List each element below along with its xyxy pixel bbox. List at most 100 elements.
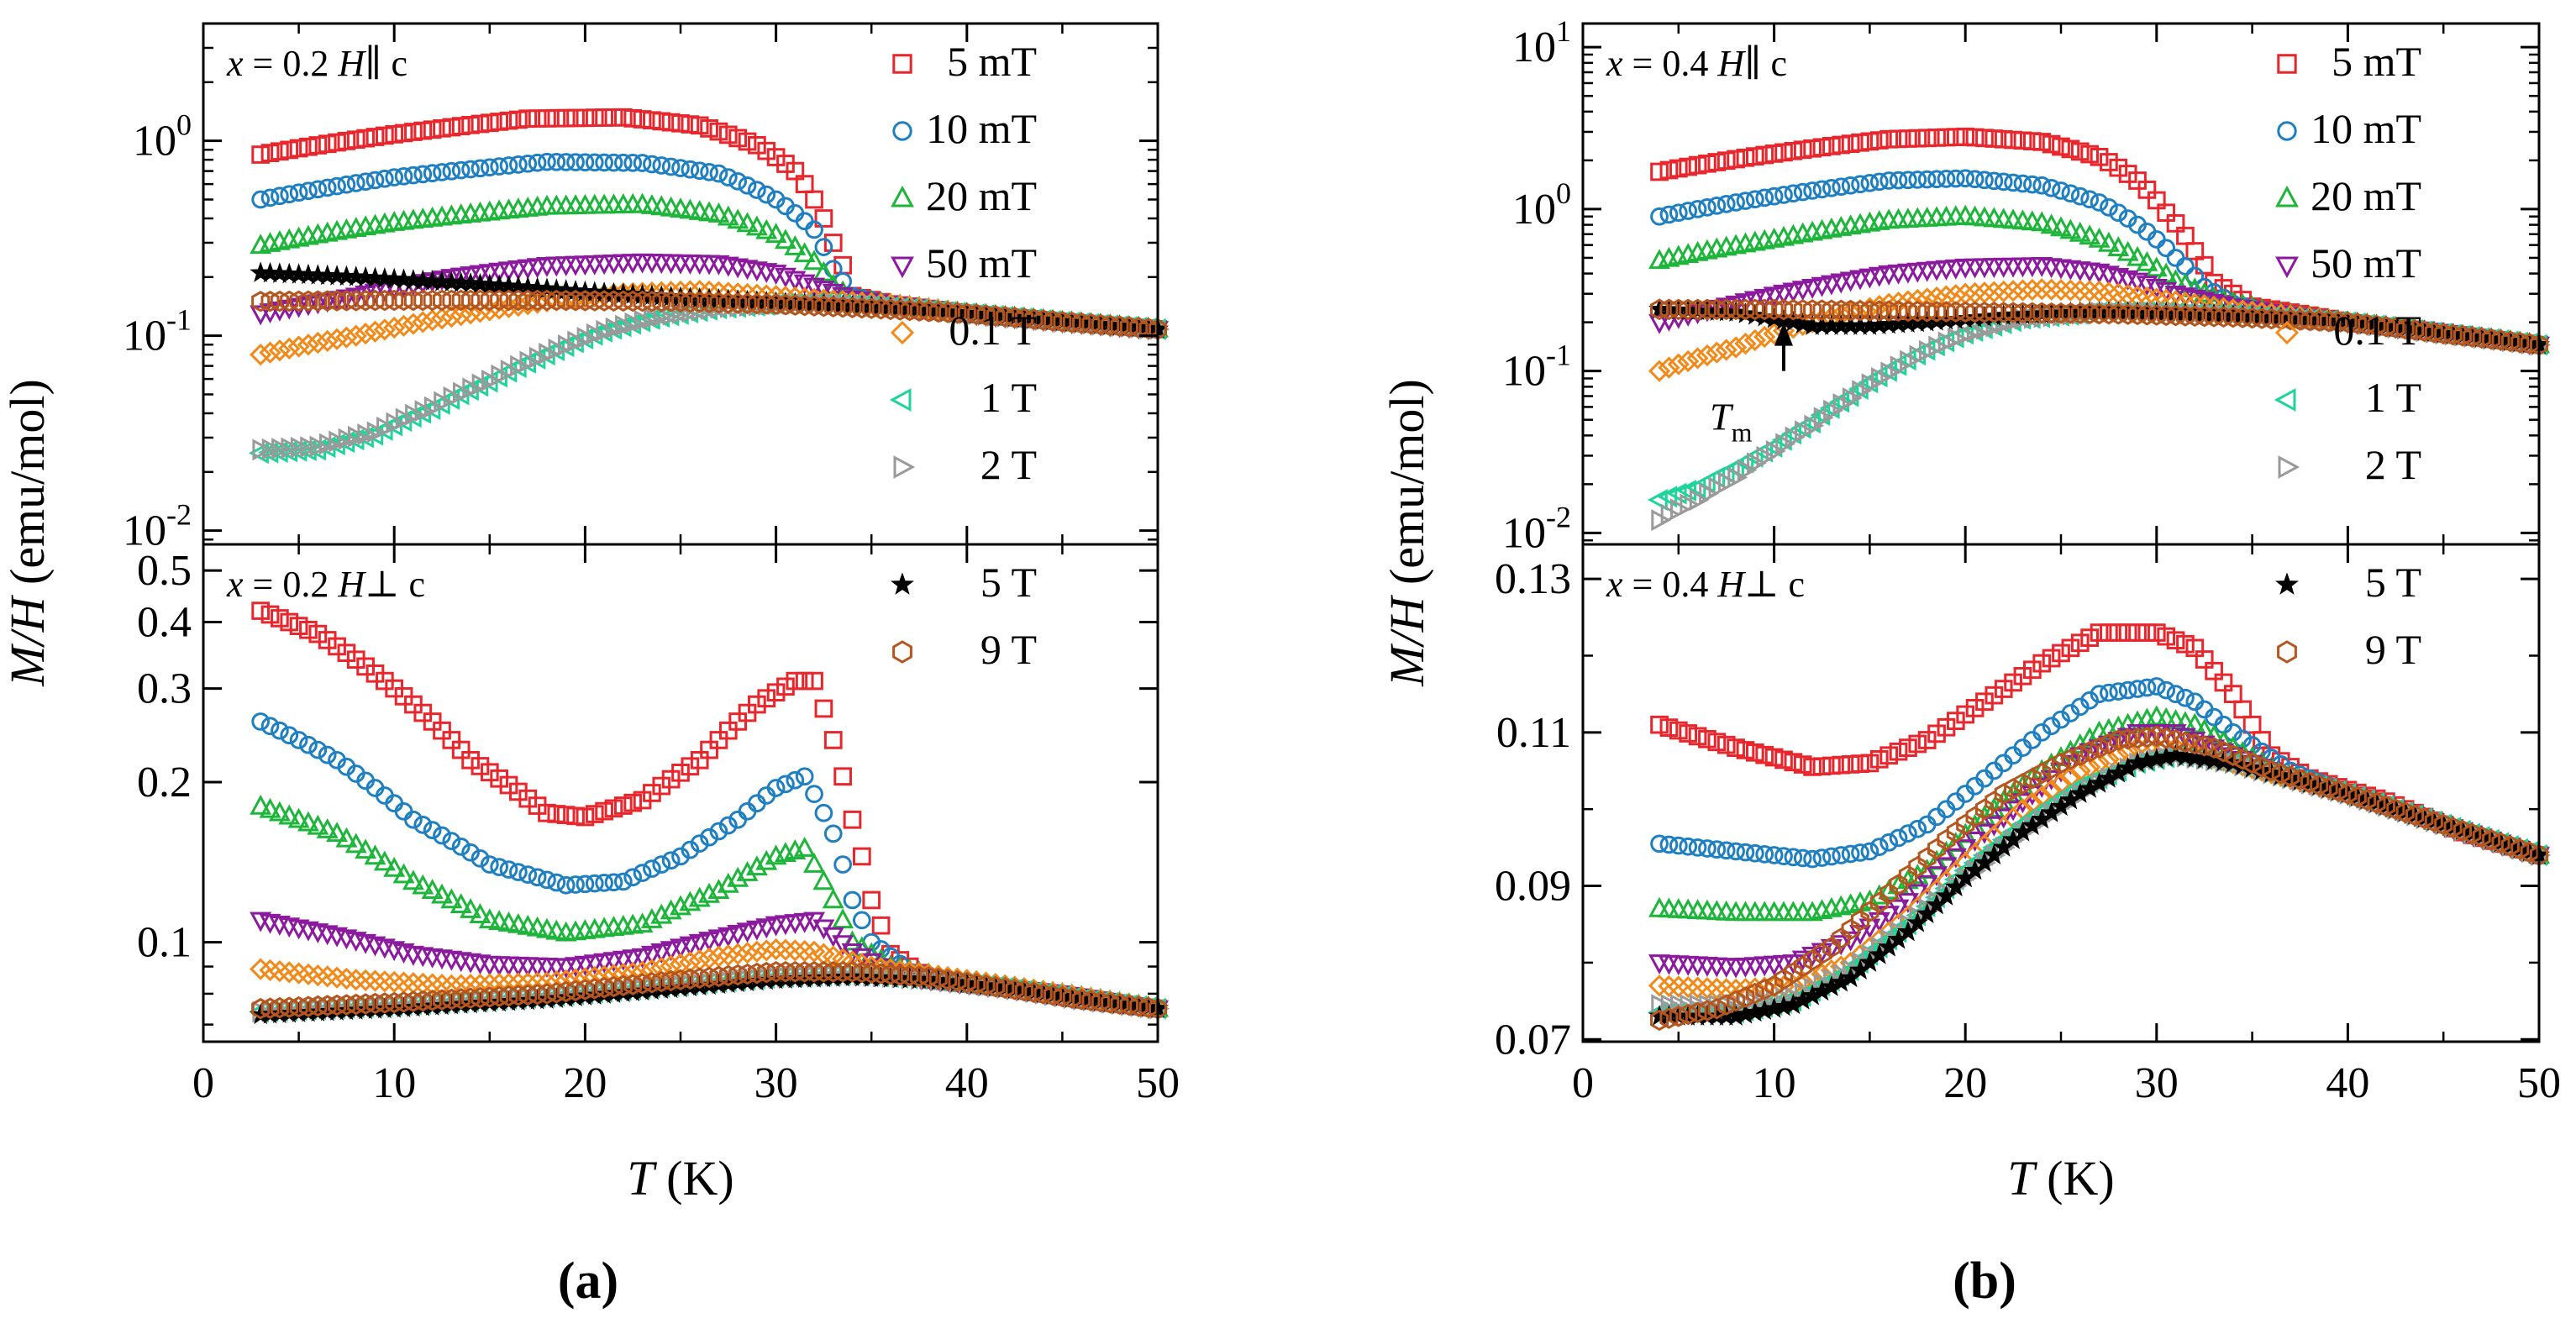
y-tick-label: 0.3 [137, 665, 192, 713]
data-point [1879, 171, 1899, 190]
data-point [1916, 287, 1938, 310]
data-point [745, 920, 768, 941]
data-point [1965, 170, 1985, 189]
data-point [1667, 353, 1690, 376]
data-point [690, 834, 709, 853]
data-point [433, 721, 451, 740]
data-point [364, 969, 386, 992]
data-point [2367, 314, 2386, 337]
y-axis-var: M/H [1380, 594, 1434, 686]
data-point [1736, 298, 1755, 321]
y-tick-exponent: 1 [1556, 14, 1571, 48]
legend-marker [2277, 54, 2297, 74]
data-point [718, 292, 738, 314]
data-point [1839, 931, 1862, 952]
data-point [681, 757, 700, 776]
data-point [690, 292, 709, 313]
data-point [1841, 918, 1860, 941]
data-point [1650, 715, 1669, 734]
data-point [356, 172, 375, 192]
data-point [650, 943, 673, 964]
data-point [891, 964, 910, 986]
data-point [727, 866, 749, 887]
data-point [394, 991, 413, 1013]
data-point [833, 767, 852, 786]
data-point [2032, 302, 2052, 324]
data-point [776, 155, 795, 173]
data-point [1965, 128, 1985, 147]
data-point [612, 950, 634, 971]
data-point [919, 966, 938, 988]
y-tick-label: 10-1 [123, 303, 192, 360]
data-point [2080, 740, 2100, 763]
data-point [2052, 643, 2070, 663]
data-point [2482, 328, 2501, 350]
data-point [738, 292, 757, 315]
data-point [1804, 414, 1825, 437]
data-point [1985, 302, 2004, 323]
legend-marker [892, 121, 912, 141]
data-point [1927, 129, 1946, 147]
data-point [1724, 336, 1748, 359]
data-point [499, 985, 518, 1007]
data-point [480, 289, 499, 312]
data-point [1899, 129, 1917, 148]
annotation-direction: ∥ c [1744, 43, 1787, 84]
data-point [2319, 310, 2338, 333]
data-point [375, 289, 394, 312]
data-point [2185, 266, 2205, 286]
data-point [2040, 278, 2063, 301]
data-point [814, 699, 833, 718]
data-point [538, 109, 556, 128]
x-axis-unit: (K) [655, 1151, 734, 1206]
data-point [1062, 312, 1081, 334]
data-point [633, 110, 652, 129]
data-point [308, 624, 328, 643]
data-point [443, 386, 464, 408]
data-point [1975, 692, 1994, 712]
data-point [1803, 299, 1822, 321]
data-point [509, 782, 528, 801]
data-point [1669, 836, 1688, 855]
data-point [1793, 299, 1812, 321]
data-point [268, 301, 291, 322]
annotation-value: = 0.4 [1623, 564, 1718, 605]
data-point [786, 294, 805, 316]
x-tick-label: 0 [192, 1059, 214, 1107]
data-point [709, 164, 728, 183]
legend-label: 0.1 T [2333, 307, 2421, 354]
data-point [622, 949, 644, 970]
data-point [986, 975, 1005, 998]
data-point [1659, 835, 1679, 854]
data-point [1832, 755, 1851, 775]
data-point [326, 822, 349, 843]
data-point [1822, 756, 1841, 775]
data-point [745, 855, 768, 876]
data-point [480, 113, 499, 133]
data-point [1974, 798, 1994, 820]
data-point [823, 960, 843, 983]
data-point [757, 689, 776, 708]
data-point [490, 157, 509, 176]
data-point [585, 153, 604, 172]
data-point [1898, 864, 1917, 887]
subplot-annotation: x = 0.4 H∥ c [1606, 43, 1787, 84]
data-point [289, 183, 308, 202]
data-point [2118, 165, 2137, 183]
data-point [593, 953, 616, 974]
data-point [1774, 298, 1794, 321]
data-point [2100, 683, 2118, 702]
data-point [2004, 130, 2022, 150]
data-point [766, 960, 786, 983]
data-point [1753, 325, 1776, 349]
data-point [1688, 1001, 1707, 1024]
data-point [736, 922, 759, 943]
data-point [633, 290, 652, 313]
data-point [1830, 273, 1853, 294]
data-point [1832, 177, 1851, 197]
data-point [681, 968, 700, 990]
data-point [375, 671, 394, 691]
series-9-T [1650, 298, 2549, 356]
data-point [2080, 144, 2099, 164]
